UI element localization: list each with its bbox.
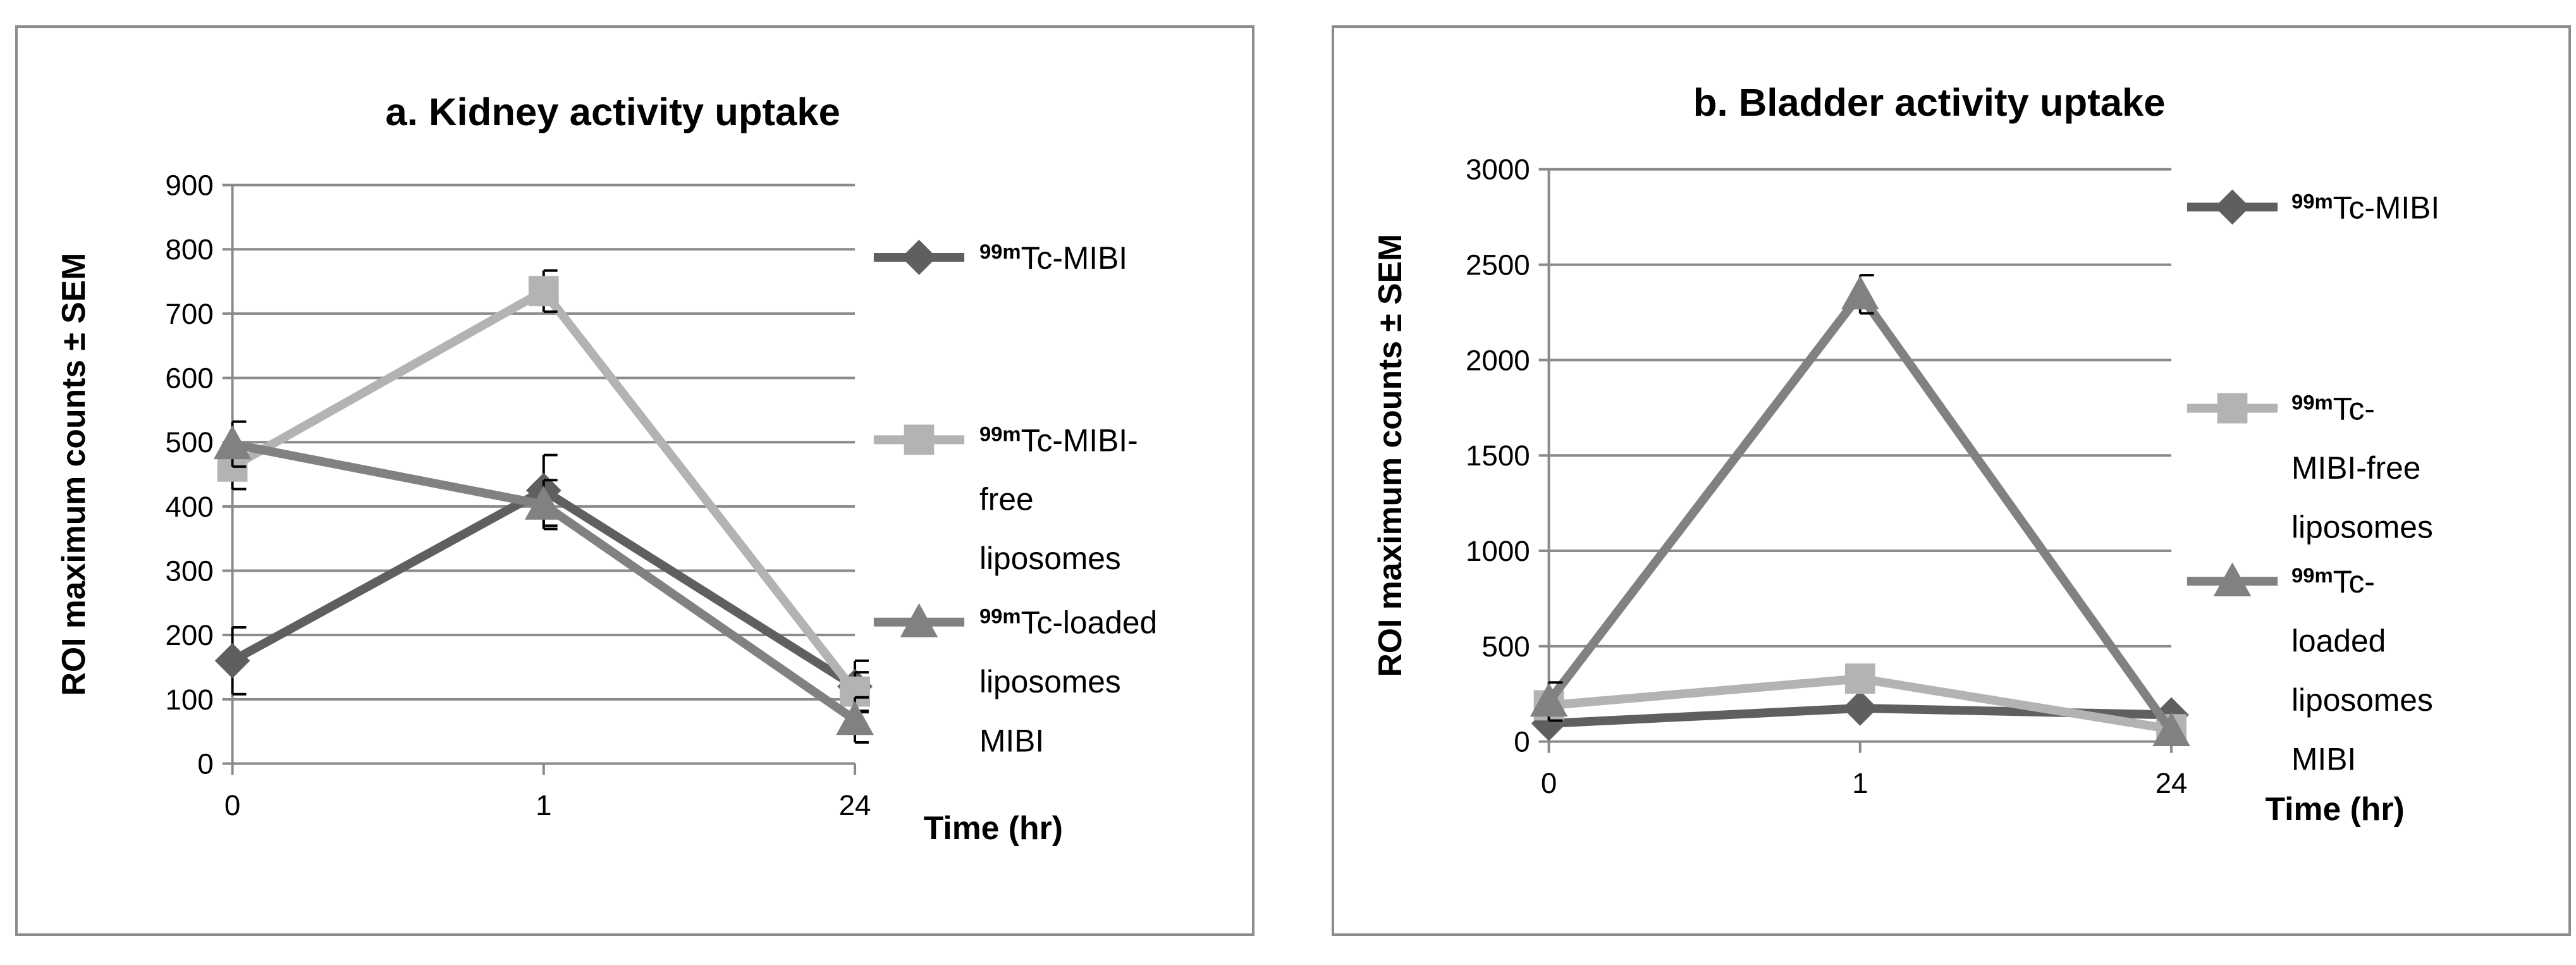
bladder-data-point	[1842, 691, 1878, 726]
bladder-legend-label-text: Tc-	[2333, 564, 2375, 599]
kidney-legend-item-1: 99mTc-MIBI	[873, 240, 1127, 276]
bladder-x-tick-label: 0	[1541, 767, 1557, 799]
bladder-data-point	[1844, 663, 1875, 694]
kidney-legend-label-text: Tc-loaded	[1021, 605, 1158, 641]
bladder-legend-label: liposomes	[2291, 509, 2433, 544]
kidney-y-tick-label: 0	[197, 747, 213, 780]
bladder-chart-panel: b. Bladder activity uptake ROI maximum co…	[1332, 25, 2571, 936]
kidney-legend-item-3: 99mTc-loaded liposomes MIBI	[873, 603, 1157, 759]
bladder-legend-label: MIBI-free	[2291, 450, 2420, 486]
bladder-data-point	[2152, 712, 2190, 746]
kidney-y-tick-label: 200	[165, 619, 213, 651]
kidney-chart-panel: a. Kidney activity uptake ROI maximum cou…	[15, 25, 1254, 936]
kidney-y-tick-label: 800	[165, 233, 213, 266]
kidney-legend-superscript: 99m	[979, 605, 1021, 628]
kidney-x-axis-label: Time (hr)	[924, 809, 1063, 846]
bladder-legend-label: loaded	[2291, 623, 2386, 658]
bladder-x-tick-label: 24	[2156, 767, 2188, 799]
bladder-legend-label: 99mTc-MIBI	[2291, 189, 2439, 225]
kidney-legend-label: 99mTc-MIBI-	[979, 422, 1138, 458]
bladder-legend-label-text: Tc-	[2333, 391, 2375, 427]
bladder-data-point	[1530, 682, 1568, 717]
kidney-legend-item-2: 99mTc-MIBI-free liposomes	[873, 422, 1138, 576]
kidney-y-tick-label: 400	[165, 491, 213, 523]
kidney-y-axis-label: ROI maximum counts ± SEM	[55, 253, 92, 696]
kidney-legend-marker	[904, 424, 935, 455]
bladder-y-tick-label: 0	[1514, 726, 1530, 758]
kidney-legend-label-text: Tc-MIBI-	[1021, 422, 1138, 458]
kidney-legend-label: MIBI	[979, 723, 1044, 759]
kidney-legend-superscript: 99m	[979, 422, 1021, 445]
kidney-x-tick-label: 1	[536, 789, 551, 821]
bladder-series-3	[1530, 274, 2190, 746]
bladder-y-tick-label: 2500	[1466, 249, 1530, 281]
kidney-y-tick-label: 900	[165, 169, 213, 202]
bladder-legend-label: MIBI	[2291, 741, 2356, 777]
bladder-y-tick-label: 500	[1481, 630, 1530, 663]
kidney-legend-label: 99mTc-loaded	[979, 605, 1157, 641]
kidney-data-point	[213, 425, 252, 460]
bladder-legend-marker	[2214, 189, 2250, 225]
bladder-chart-title: b. Bladder activity uptake	[1693, 81, 2166, 125]
kidney-y-tick-label: 300	[165, 555, 213, 587]
kidney-legend-label: free	[979, 482, 1034, 517]
bladder-y-tick-label: 1500	[1466, 439, 1530, 472]
bladder-legend-superscript: 99m	[2291, 189, 2333, 212]
bladder-y-tick-label: 3000	[1466, 154, 1530, 186]
bladder-chart: b. Bladder activity uptake ROI maximum co…	[1371, 81, 2439, 827]
bladder-x-axis-label: Time (hr)	[2265, 790, 2404, 827]
kidney-data-point	[836, 701, 874, 735]
kidney-y-tick-label: 100	[165, 684, 213, 716]
kidney-x-tick-label: 24	[839, 789, 871, 821]
bladder-legend-superscript: 99m	[2291, 391, 2333, 414]
bladder-legend-marker	[2213, 562, 2252, 596]
kidney-x-tick-label: 0	[224, 789, 240, 821]
bladder-legend-superscript: 99m	[2291, 563, 2333, 587]
kidney-chart-title: a. Kidney activity uptake	[385, 90, 840, 134]
kidney-legend-label: 99mTc-MIBI	[979, 240, 1127, 276]
kidney-legend-label: liposomes	[979, 664, 1121, 699]
bladder-legend-label-text: Tc-MIBI	[2333, 190, 2439, 225]
kidney-series-3	[213, 420, 874, 744]
kidney-data-point	[524, 485, 563, 520]
bladder-y-tick-label: 1000	[1466, 535, 1530, 567]
kidney-y-tick-label: 700	[165, 298, 213, 330]
kidney-legend-label: liposomes	[979, 541, 1121, 576]
kidney-chart: a. Kidney activity uptake ROI maximum cou…	[55, 90, 1157, 846]
kidney-data-point	[528, 276, 559, 307]
kidney-legend-label-text: Tc-MIBI	[1021, 240, 1127, 276]
kidney-y-tick-label: 600	[165, 362, 213, 394]
bladder-y-axis-label: ROI maximum counts ± SEM	[1371, 234, 1408, 677]
kidney-legend-marker	[900, 603, 938, 637]
bladder-x-tick-label: 1	[1852, 767, 1868, 799]
bladder-legend-label: 99mTc-	[2291, 391, 2375, 427]
bladder-y-tick-label: 2000	[1466, 344, 1530, 376]
kidney-y-tick-label: 500	[165, 426, 213, 458]
kidney-data-point	[214, 643, 250, 679]
bladder-legend-item-2: 99mTc- MIBI-free liposomes	[2187, 391, 2433, 544]
bladder-legend-label: liposomes	[2291, 682, 2433, 718]
bladder-data-point	[1841, 275, 1879, 310]
kidney-legend-marker	[901, 240, 937, 275]
kidney-legend-superscript: 99m	[979, 240, 1021, 263]
bladder-legend-item-3: 99mTc-loaded liposomes MIBI	[2187, 562, 2433, 777]
bladder-legend-label: 99mTc-	[2291, 563, 2375, 599]
bladder-legend-item-1: 99mTc-MIBI	[2187, 189, 2439, 225]
bladder-legend-marker	[2217, 393, 2248, 424]
